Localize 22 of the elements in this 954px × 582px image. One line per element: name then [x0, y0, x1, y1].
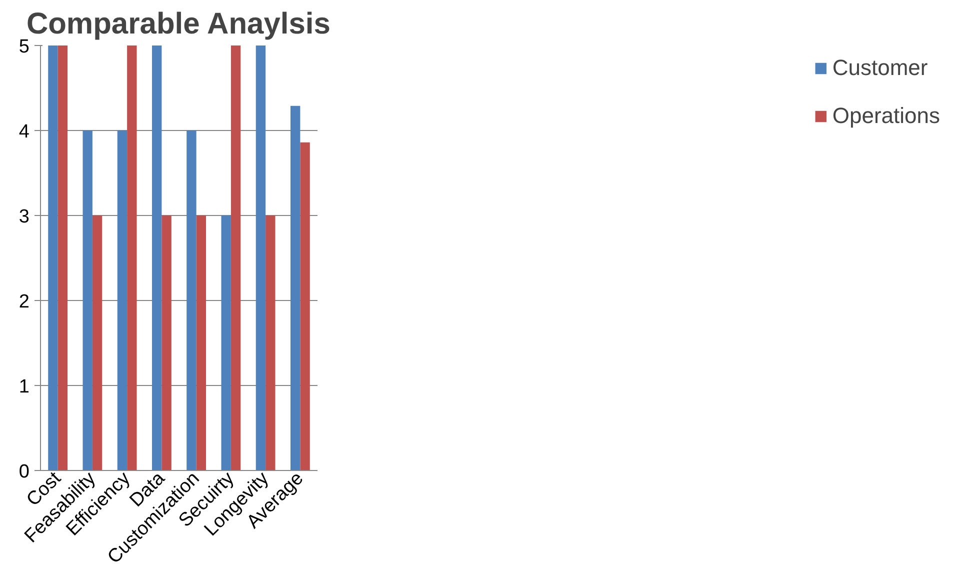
bar [127, 46, 137, 470]
y-tick-label: 4 [18, 122, 30, 142]
bar [230, 46, 241, 470]
y-tick-label: 1 [18, 376, 30, 398]
bar [221, 216, 231, 470]
bar [256, 46, 266, 470]
bar [117, 130, 128, 470]
bar [152, 46, 162, 470]
bar [92, 216, 102, 470]
bar [58, 46, 68, 470]
legend-label: Operations [832, 103, 940, 129]
bar [82, 130, 92, 470]
bar [162, 216, 172, 470]
bar [196, 216, 206, 470]
bar [300, 142, 310, 470]
bar [48, 46, 58, 470]
bar [266, 216, 276, 470]
legend-label: Customer [832, 55, 928, 81]
y-tick-label: 2 [18, 292, 30, 312]
bar [186, 130, 196, 470]
y-tick-label: 3 [18, 206, 30, 228]
bar [290, 106, 300, 470]
